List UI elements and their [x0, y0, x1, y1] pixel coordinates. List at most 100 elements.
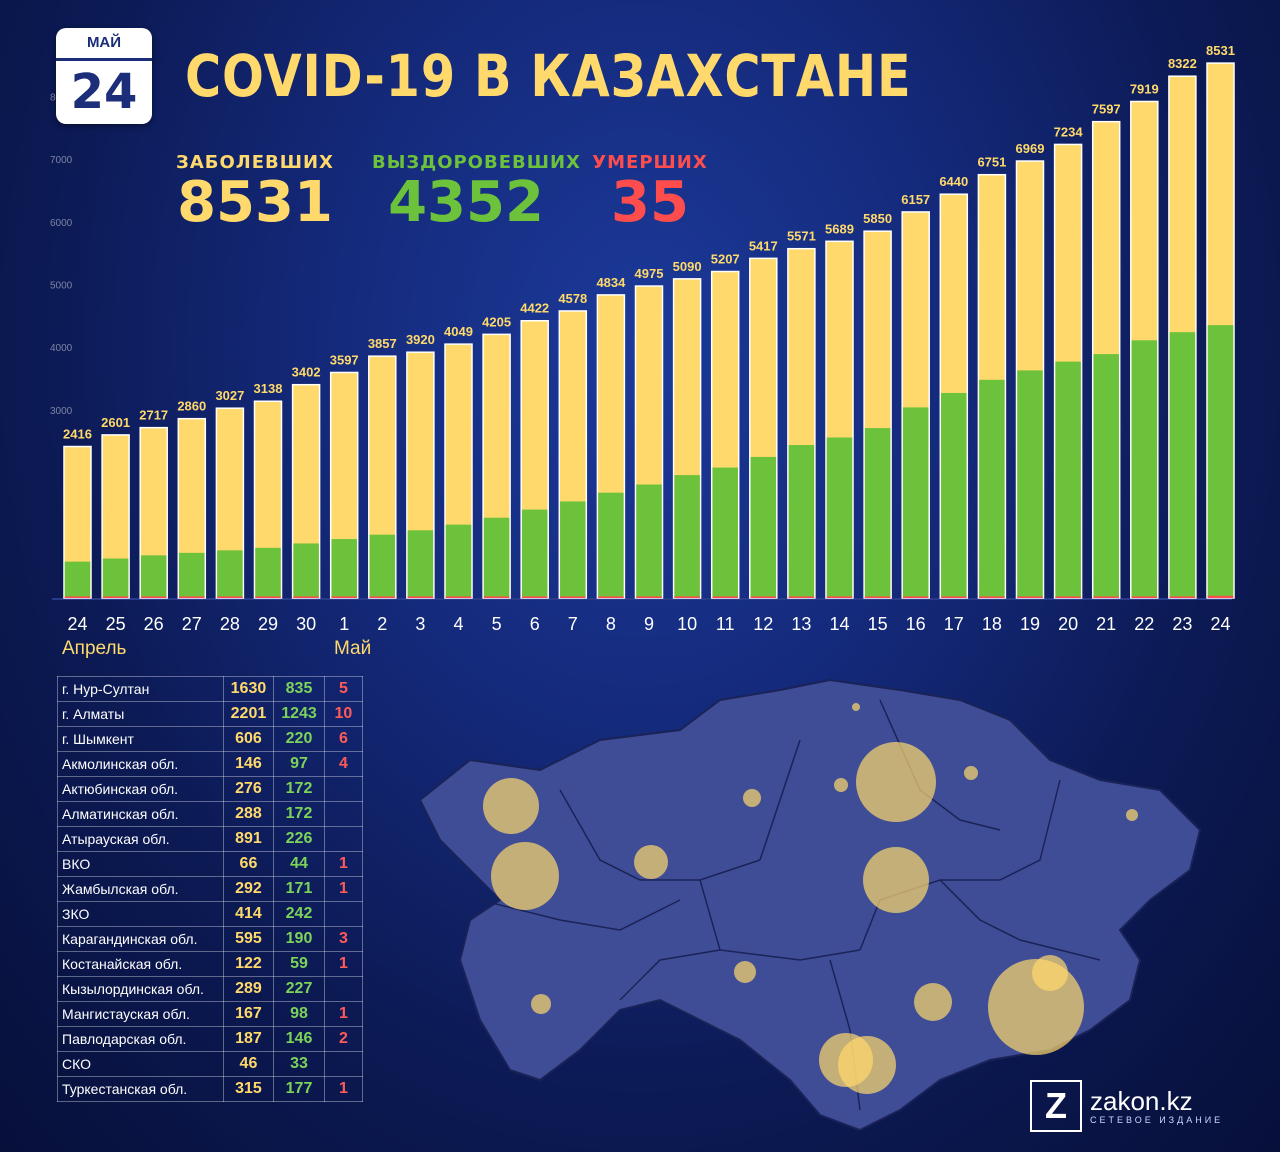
region-name: Атырауская обл. [57, 826, 224, 852]
region-recovered: 242 [273, 901, 325, 927]
region-recovered: 226 [273, 826, 325, 852]
zakon-logo-subtitle: СЕТЕВОЕ ИЗДАНИЕ [1090, 1115, 1224, 1125]
data-label: 2717 [139, 408, 168, 423]
table-row: г. Алматы 2201 1243 10 [57, 701, 364, 727]
region-recovered: 190 [273, 926, 325, 952]
bubble-zhambyl [914, 983, 952, 1021]
data-label: 4975 [635, 266, 664, 281]
stat-recovered: ВЫЗДОРОВЕВШИХ 4352 [372, 152, 581, 235]
region-name: Карагандинская обл. [57, 926, 224, 952]
bar-recovered [598, 492, 624, 598]
x-tick-label: 13 [791, 614, 811, 634]
bubble-kyzylorda [734, 961, 756, 983]
table-row: Карагандинская обл. 595 190 3 [57, 926, 364, 952]
data-label: 4578 [558, 291, 587, 306]
bubble-small [852, 703, 860, 711]
table-row: г. Шымкент 606 220 6 [57, 726, 364, 752]
region-cases: 606 [222, 726, 275, 752]
x-tick-label: 14 [829, 614, 849, 634]
region-name: ВКО [57, 851, 224, 877]
data-label: 2601 [101, 415, 130, 430]
x-tick-label: 24 [1210, 614, 1230, 634]
region-recovered: 227 [273, 976, 325, 1002]
region-name: г. Шымкент [57, 726, 224, 752]
bubble-mangistau [531, 994, 551, 1014]
bubble-kostanay [743, 789, 761, 807]
bar-recovered [369, 534, 396, 598]
table-row: Туркестанская обл. 315 177 1 [57, 1076, 364, 1102]
region-recovered: 33 [273, 1051, 325, 1077]
region-deaths [323, 776, 364, 802]
region-deaths: 1 [323, 1001, 364, 1027]
bar-deaths [64, 596, 91, 598]
region-name: г. Алматы [57, 701, 224, 727]
data-label: 7597 [1092, 102, 1121, 117]
x-tick-label: 11 [716, 614, 735, 634]
region-deaths: 6 [323, 726, 364, 752]
bar-deaths [179, 596, 205, 598]
region-cases: 2201 [222, 701, 275, 727]
bar-recovered [864, 428, 891, 598]
region-name: Алматинская обл. [57, 801, 224, 827]
data-label: 7234 [1054, 124, 1084, 139]
data-label: 8322 [1168, 56, 1197, 71]
region-cases: 1630 [222, 676, 275, 702]
x-tick-label: 16 [906, 614, 926, 634]
x-tick-label: 28 [220, 614, 240, 634]
data-label: 5417 [749, 238, 778, 253]
region-deaths: 10 [323, 701, 364, 727]
data-label: 4205 [482, 314, 511, 329]
x-tick-label: 21 [1096, 614, 1116, 634]
bar-deaths [788, 596, 815, 598]
stat-cases-value: 8531 [177, 170, 333, 235]
bar-deaths [636, 596, 662, 598]
stat-deaths-value: 35 [611, 170, 689, 235]
bar-deaths [255, 596, 281, 598]
region-name: Костанайская обл. [57, 951, 224, 977]
month-label-may: Май [334, 638, 372, 659]
cases-chart: 3000400050006000700080002416242601252717… [50, 43, 1235, 634]
bubble-nur-sultan [856, 742, 936, 822]
stat-cases: ЗАБОЛЕВШИХ 8531 [170, 152, 340, 233]
data-label: 4422 [520, 301, 549, 316]
x-tick-label: 17 [944, 614, 964, 634]
bar-recovered [941, 392, 967, 598]
data-label: 7919 [1130, 81, 1159, 96]
x-tick-label: 1 [339, 614, 349, 634]
region-cases: 276 [222, 776, 275, 802]
bubble-vko [1126, 809, 1138, 821]
x-tick-label: 12 [753, 614, 773, 634]
region-recovered: 177 [273, 1076, 325, 1102]
page-title: COVID-19 В КАЗАХСТАНЕ [185, 42, 912, 110]
region-cases: 66 [222, 851, 275, 877]
data-label: 6751 [977, 155, 1006, 170]
calendar-day: 24 [70, 64, 138, 120]
region-name: Павлодарская обл. [57, 1026, 224, 1052]
data-label: 6157 [901, 192, 930, 207]
x-tick-label: 15 [868, 614, 888, 634]
y-tick-label: 5000 [50, 281, 73, 292]
data-label: 5207 [711, 252, 740, 267]
y-tick-label: 3000 [50, 406, 73, 417]
stat-deaths: УМЕРШИХ 35 [590, 152, 710, 233]
x-tick-label: 4 [453, 614, 463, 634]
region-deaths: 3 [323, 926, 364, 952]
bar-recovered [64, 561, 91, 598]
stat-cases-label: ЗАБОЛЕВШИХ [176, 152, 334, 173]
bar-deaths [826, 596, 853, 598]
x-tick-label: 3 [415, 614, 425, 634]
bar-deaths [864, 596, 891, 598]
data-label: 2860 [177, 399, 206, 414]
x-tick-label: 9 [644, 614, 654, 634]
region-name: г. Нур-Султан [57, 676, 224, 702]
stat-recovered-value: 4352 [388, 170, 544, 235]
bar-deaths [521, 596, 548, 598]
bar-deaths [1017, 596, 1043, 598]
stat-recovered-label: ВЫЗДОРОВЕВШИХ [372, 152, 581, 173]
bar-deaths [1093, 596, 1119, 598]
y-tick-label: 6000 [50, 218, 73, 229]
region-recovered: 220 [273, 726, 325, 752]
bar-recovered [560, 501, 586, 598]
region-deaths [323, 976, 364, 1002]
x-tick-label: 29 [258, 614, 278, 634]
